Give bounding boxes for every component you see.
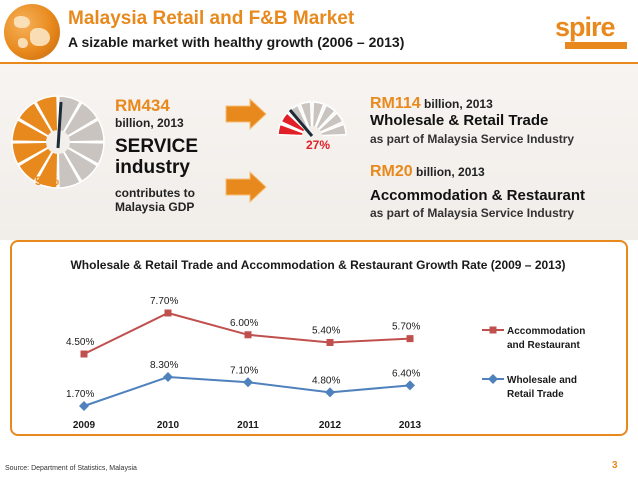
data-point [164,309,172,317]
data-label: 5.40% [312,325,340,336]
gauge-segment [57,141,82,189]
gauge-segment [34,95,59,143]
logo-wordmark: spire [555,12,616,42]
x-tick-label: 2010 [157,420,180,431]
data-point [406,335,414,343]
gauge-segment [57,141,99,183]
data-label: 1.70% [66,389,94,400]
data-point [243,377,253,388]
gauge-segment [34,141,59,189]
data-point [80,350,88,358]
legend-label: Wholesale and Retail Trade [507,375,577,400]
x-tick-label: 2011 [237,420,259,431]
data-point [163,372,173,382]
wholesale-share-gauge [277,101,347,146]
gauge-segment [11,118,59,143]
service-share-gauge [11,95,105,189]
gauge-segment [57,118,105,143]
page-subtitle: A sizable market with healthy growth (20… [68,34,405,50]
summary-panel [0,64,638,240]
data-label: 4.80% [312,375,340,386]
legend-marker [489,326,497,334]
data-point [79,401,89,411]
data-label: 7.70% [150,296,178,307]
service-amount-unit: billion, 2013 [115,116,184,130]
data-label: 8.30% [150,360,178,371]
service-share-percent: 51% [35,174,60,188]
globe-icon [4,4,60,60]
data-point [326,338,334,346]
service-amount: RM434 [115,96,170,115]
data-point [405,380,415,391]
wholesale-share-percent: 27% [306,138,331,152]
x-tick-label: 2012 [319,420,342,431]
data-point [325,387,335,398]
service-headline-text: SERVICE industry [115,136,199,178]
gauge-segment [11,141,59,166]
wholesale-subtitle: as part of Malaysia Service Industry [370,132,575,146]
source-note: Source: Department of Statistics, Malays… [5,465,137,472]
accommodation-amount: RM20 [370,163,413,180]
data-label: 7.10% [230,365,258,376]
arrow-right-icon [225,170,267,204]
gauge-needle [288,109,314,137]
wholesale-title: Wholesale & Retail Trade [370,112,549,129]
data-label: 4.50% [66,337,94,348]
arrow-right-icon [225,97,267,131]
data-label: 6.40% [392,368,420,379]
service-headline: SERVICE industry [115,136,215,178]
wholesale-amount: RM114 [370,95,421,112]
gauge-needle [56,101,63,149]
x-tick-label: 2013 [399,420,422,431]
data-label: 5.70% [392,322,420,333]
growth-rate-chart: Wholesale & Retail Trade and Accommodati… [10,240,628,436]
page-title: Malaysia Retail and F&B Market [68,8,355,29]
accommodation-amount-line: RM20 billion, 2013 [370,163,485,181]
accommodation-amount-unit: billion, 2013 [416,165,485,179]
gauge-segment [57,101,99,143]
wholesale-amount-unit: billion, 2013 [424,97,493,111]
legend-marker [488,374,498,384]
accommodation-subtitle: as part of Malaysia Service Industry [370,206,575,220]
legend-label: Accommodation and Restaurant [507,326,585,351]
logo-tagline [565,42,627,49]
gauge-segment [57,95,82,143]
gauge-segment [17,101,59,143]
gauge-segment [17,141,59,183]
gauge-segment [57,141,105,166]
header: Malaysia Retail and F&B Market A sizable… [0,0,638,64]
data-label: 6.00% [230,318,258,329]
wholesale-amount-line: RM114 billion, 2013 [370,95,493,113]
page-number: 3 [612,460,618,471]
spire-logo: spire [555,12,629,49]
x-tick-label: 2009 [73,420,96,431]
growth-rate-chart-svg: Wholesale & Retail Trade and Accommodati… [66,258,585,431]
chart-title: Wholesale & Retail Trade and Accommodati… [70,258,565,272]
header-divider [0,62,638,64]
accommodation-title: Accommodation & Restaurant [370,187,586,204]
data-point [244,331,252,339]
service-note: contributes to Malaysia GDP [115,186,195,214]
